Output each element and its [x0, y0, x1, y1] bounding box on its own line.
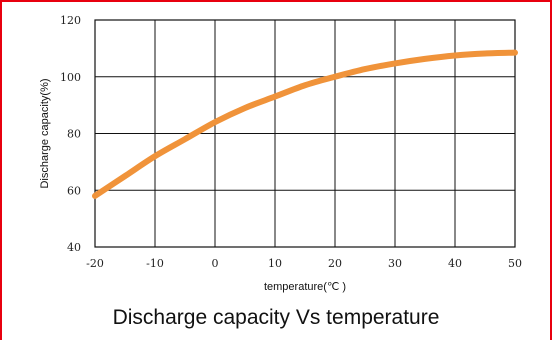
series-points	[92, 50, 518, 199]
data-point	[182, 136, 188, 142]
data-point	[482, 50, 488, 56]
data-point	[332, 74, 338, 80]
chart: -20 -10 0 10 20 30 40 50 40 60 80 100 120 temperatur…	[39, 14, 522, 293]
data-point	[92, 193, 98, 199]
data-point	[512, 50, 518, 56]
data-point	[272, 94, 278, 100]
data-point	[392, 60, 398, 66]
data-point	[422, 56, 428, 62]
plot-border	[94, 19, 516, 248]
data-point	[452, 52, 458, 58]
data-point	[242, 105, 248, 111]
x-tick-label: 0	[212, 257, 219, 270]
y-tick-label: 100	[60, 71, 81, 84]
x-tick-label: 40	[448, 257, 462, 270]
y-tick-label: 40	[67, 241, 81, 254]
y-axis-label: Discharge capacity(%)	[39, 78, 51, 188]
x-tick-label: 50	[508, 257, 522, 270]
y-tick-label: 60	[67, 184, 81, 197]
series-line	[92, 49, 518, 199]
x-tick-label: 10	[268, 257, 282, 270]
y-tick-label: 120	[60, 14, 81, 27]
x-tick-label: -20	[86, 257, 104, 270]
data-point	[122, 173, 128, 179]
x-axis-label: temperature(℃ )	[264, 281, 346, 293]
chart-caption: Discharge capacity Vs temperature	[112, 306, 440, 329]
x-tick-label: 30	[388, 257, 402, 270]
data-point	[212, 119, 218, 125]
tick-labels: -20 -10 0 10 20 30 40 50 40 60 80 100 120	[60, 14, 522, 270]
data-point	[302, 82, 308, 88]
data-point	[152, 153, 158, 159]
x-tick-label: -10	[146, 257, 164, 270]
x-tick-label: 20	[328, 257, 342, 270]
y-tick-label: 80	[67, 128, 81, 141]
data-point	[362, 66, 368, 72]
